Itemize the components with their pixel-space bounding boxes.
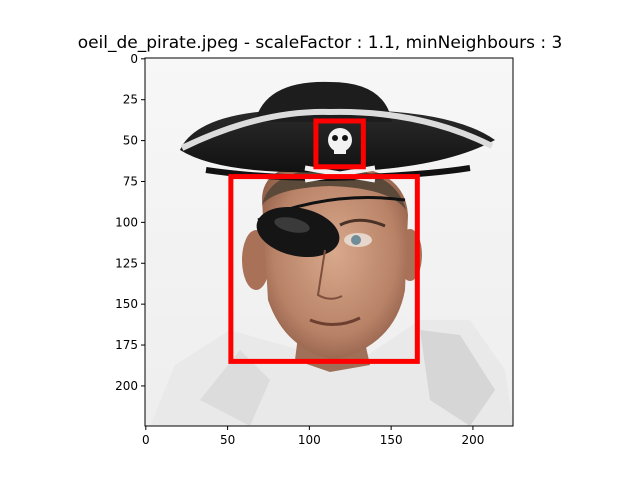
y-tick-label: 25 [123,93,138,107]
x-tick-label: 150 [380,433,403,447]
detection-box-2 [228,174,420,364]
y-tick-label: 50 [123,134,138,148]
y-tick-label: 200 [115,379,138,393]
x-tick-label: 0 [142,433,150,447]
axes-frame [144,57,514,427]
detections-layer [228,118,420,364]
x-tick-label: 100 [298,433,321,447]
x-tick-label: 50 [220,433,235,447]
y-tick-label: 150 [115,297,138,311]
photo-image [145,58,513,426]
x-axis: 0 50 100 150 200 [142,426,484,447]
y-tick-label: 175 [115,338,138,352]
detection-box-1 [313,118,366,170]
y-tick-label: 75 [123,174,138,188]
x-tick-label: 200 [461,433,484,447]
y-tick-label: 100 [115,215,138,229]
y-tick-label: 125 [115,256,138,270]
chart-title: oeil_de_pirate.jpeg - scaleFactor : 1.1,… [77,33,563,53]
y-axis: 0 25 50 75 100 125 150 175 200 [115,52,145,393]
y-tick-label: 0 [130,52,138,66]
